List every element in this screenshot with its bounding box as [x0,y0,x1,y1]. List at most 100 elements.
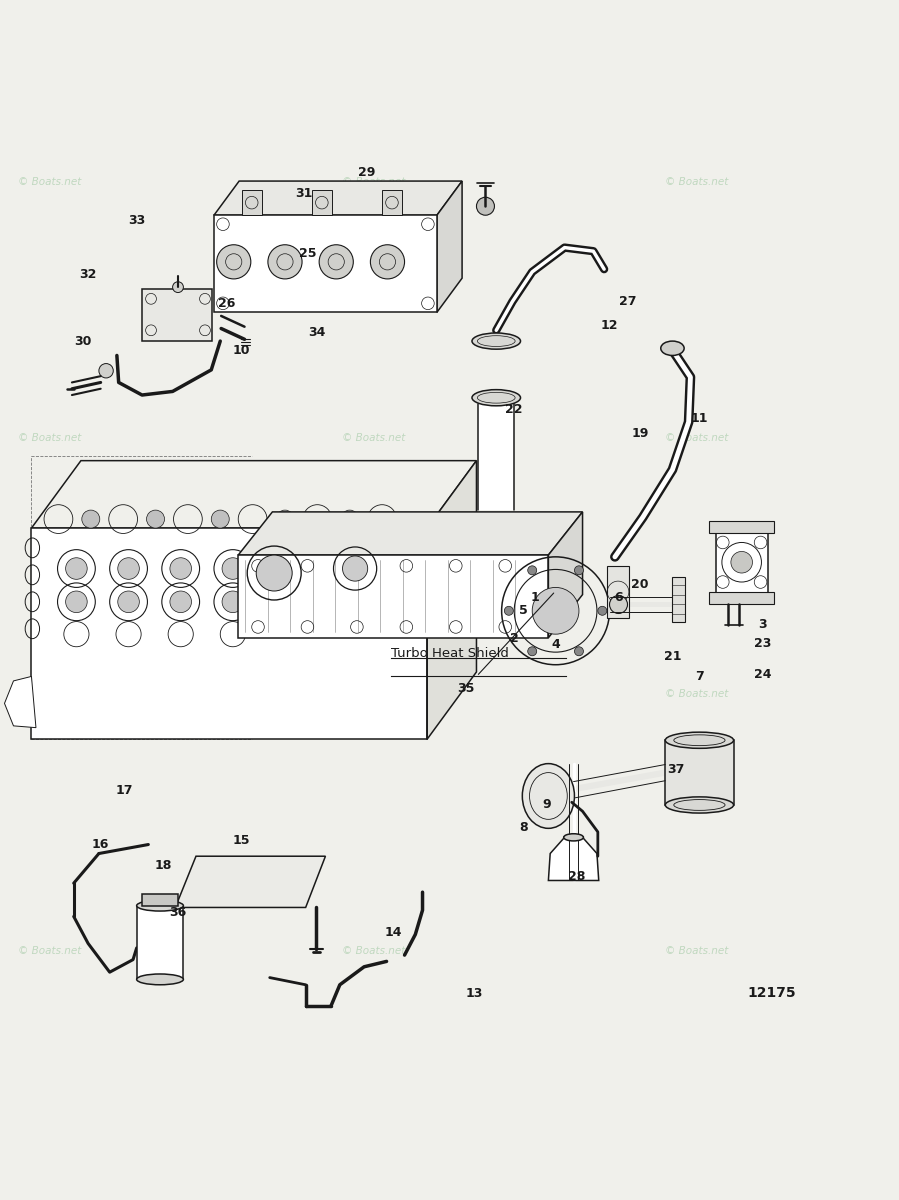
Text: 36: 36 [169,906,187,919]
Text: 2: 2 [510,632,519,646]
Text: 7: 7 [695,670,704,683]
Circle shape [170,592,191,612]
Text: 19: 19 [631,427,649,440]
Bar [242,190,262,215]
Text: 26: 26 [218,296,236,310]
Circle shape [528,566,537,575]
Bar [31,528,427,739]
Ellipse shape [661,341,684,355]
Text: 22: 22 [505,403,523,416]
Text: 16: 16 [92,838,110,851]
Circle shape [341,510,359,528]
Circle shape [574,647,583,655]
Text: 23: 23 [753,637,771,649]
Circle shape [66,558,87,580]
Text: © Boats.net: © Boats.net [18,176,81,187]
Text: © Boats.net: © Boats.net [665,689,728,700]
Text: 3: 3 [758,618,767,631]
Circle shape [731,552,752,574]
Text: © Boats.net: © Boats.net [18,946,81,955]
Bar [716,527,768,599]
Bar [238,556,548,637]
Polygon shape [427,461,476,739]
Polygon shape [437,181,462,312]
Text: 28: 28 [568,870,586,883]
Bar [137,906,183,979]
Text: © Boats.net: © Boats.net [665,176,728,187]
Text: © Boats.net: © Boats.net [665,946,728,955]
Text: 37: 37 [667,762,685,775]
Bar [607,566,629,618]
Ellipse shape [472,332,521,349]
Polygon shape [175,857,325,907]
Circle shape [118,592,139,612]
Text: 12175: 12175 [747,986,796,1000]
Circle shape [118,558,139,580]
Ellipse shape [522,763,574,828]
Circle shape [66,592,87,612]
Ellipse shape [137,974,183,985]
Polygon shape [214,181,462,215]
Bar [142,289,212,341]
Text: © Boats.net: © Boats.net [342,689,405,700]
Text: 12: 12 [601,319,619,332]
Circle shape [211,510,229,528]
Text: 4: 4 [551,638,560,652]
Circle shape [222,558,244,580]
Polygon shape [238,512,583,556]
Circle shape [173,282,183,293]
Text: 6: 6 [614,590,623,604]
Circle shape [147,510,165,528]
Text: 14: 14 [385,926,403,940]
Circle shape [82,510,100,528]
Circle shape [170,558,191,580]
Text: © Boats.net: © Boats.net [342,946,405,955]
Circle shape [217,245,251,278]
Circle shape [319,245,353,278]
Text: 9: 9 [542,798,551,811]
Bar [312,190,332,215]
Text: © Boats.net: © Boats.net [342,433,405,443]
Circle shape [528,647,537,655]
Text: 29: 29 [358,167,376,180]
Text: 1: 1 [530,590,539,604]
Text: 33: 33 [128,214,146,227]
Text: 21: 21 [663,650,681,664]
Circle shape [504,606,513,616]
Circle shape [276,510,294,528]
Text: 34: 34 [307,325,325,338]
Circle shape [476,197,494,215]
Circle shape [268,245,302,278]
Text: © Boats.net: © Boats.net [18,689,81,700]
Bar [382,190,402,215]
Circle shape [610,595,628,613]
Bar [665,740,734,805]
Ellipse shape [665,732,734,749]
Polygon shape [548,512,583,637]
Text: 35: 35 [457,682,475,695]
Text: 27: 27 [619,295,636,308]
Bar [709,592,774,604]
Text: 17: 17 [115,784,133,797]
Text: 18: 18 [155,859,173,871]
Text: 10: 10 [232,343,250,356]
Text: 32: 32 [79,268,97,281]
Circle shape [370,245,405,278]
Text: Turbo Heat Shield: Turbo Heat Shield [391,647,509,660]
Text: 25: 25 [298,247,316,260]
Circle shape [256,556,292,592]
Polygon shape [4,677,36,727]
Text: 24: 24 [753,668,771,682]
Text: 30: 30 [74,335,92,348]
Polygon shape [548,838,599,881]
Text: 20: 20 [631,578,649,592]
Ellipse shape [564,834,583,841]
Circle shape [222,592,244,612]
Ellipse shape [665,797,734,814]
Text: 13: 13 [466,988,484,1001]
Circle shape [99,364,113,378]
Bar [672,577,685,622]
Text: 5: 5 [519,605,528,617]
Text: 11: 11 [690,412,708,425]
Polygon shape [31,461,476,528]
